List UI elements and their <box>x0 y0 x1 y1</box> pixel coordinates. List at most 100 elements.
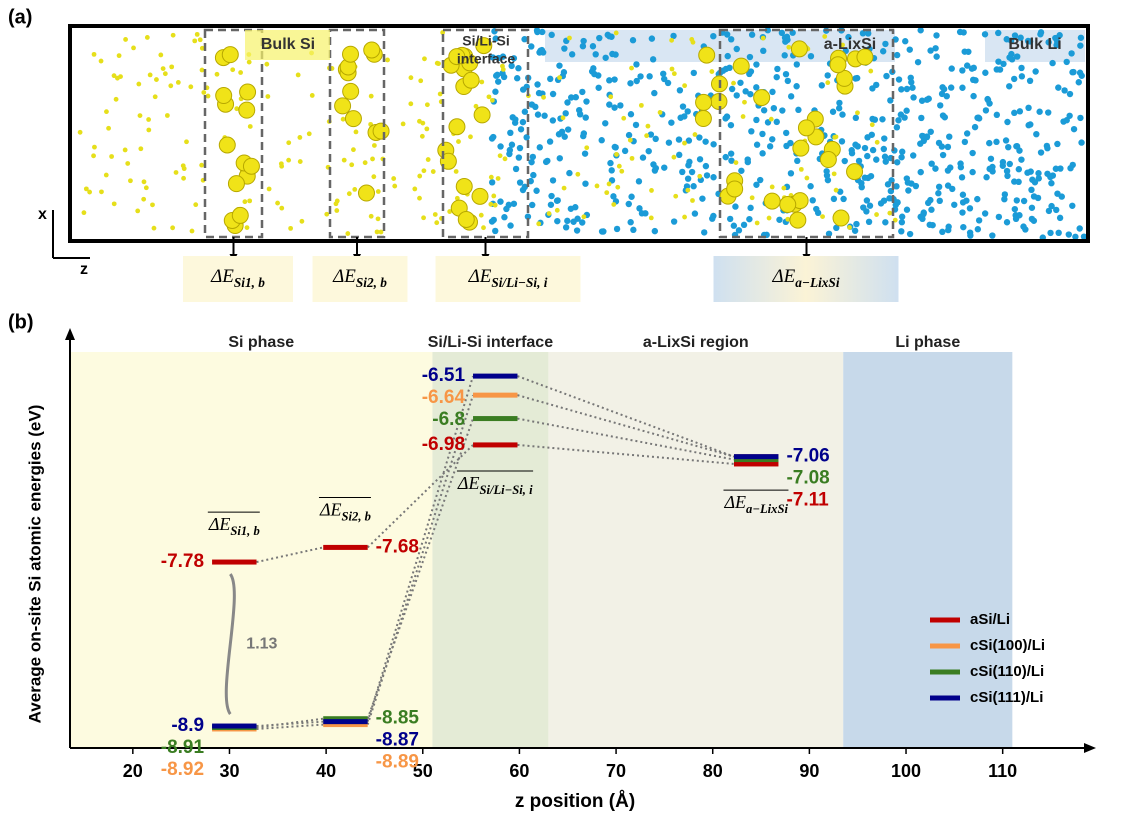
si-atom <box>874 212 879 217</box>
li-atom <box>535 111 541 117</box>
value-label: -7.08 <box>786 468 829 489</box>
si-atom <box>376 189 381 194</box>
li-atom <box>975 115 981 121</box>
li-atom <box>753 61 759 67</box>
li-atom <box>945 182 951 188</box>
li-atom <box>894 52 900 58</box>
li-atom <box>550 117 556 123</box>
si-atom <box>420 134 425 139</box>
si-atom <box>112 73 117 78</box>
li-atom <box>964 130 970 136</box>
si-atom <box>868 69 873 74</box>
energy-level <box>323 719 367 724</box>
si-atom <box>422 56 427 61</box>
li-atom <box>676 152 682 158</box>
si-atom <box>820 214 825 219</box>
li-atom <box>622 148 628 154</box>
li-atom <box>728 36 734 42</box>
si-atom <box>584 145 589 150</box>
si-atom <box>354 129 359 134</box>
li-atom <box>788 170 794 176</box>
li-atom <box>681 113 687 119</box>
li-atom <box>492 89 498 95</box>
li-atom <box>769 89 775 95</box>
si-atom <box>265 94 270 99</box>
si-atom <box>536 221 541 226</box>
si-atom <box>369 214 374 219</box>
li-atom <box>668 119 674 125</box>
li-atom <box>514 75 520 81</box>
si-atom <box>493 203 498 208</box>
si-atom <box>324 212 329 217</box>
region-label: Bulk Si <box>261 36 315 53</box>
si-atom <box>433 212 438 217</box>
si-atom <box>342 158 347 163</box>
li-atom <box>1078 35 1084 41</box>
li-atom <box>974 196 980 202</box>
si-atom <box>790 212 806 228</box>
li-atom <box>530 154 536 160</box>
si-atom <box>412 187 417 192</box>
li-atom <box>946 133 952 139</box>
li-atom <box>957 29 963 35</box>
li-atom <box>630 37 636 43</box>
si-atom <box>767 216 772 221</box>
li-atom <box>741 222 747 228</box>
li-atom <box>1032 179 1038 185</box>
si-atom <box>791 41 807 57</box>
li-atom <box>1077 115 1083 121</box>
li-atom <box>932 165 938 171</box>
li-atom <box>947 164 953 170</box>
li-atom <box>962 139 968 145</box>
si-atom <box>649 188 654 193</box>
li-atom <box>928 207 934 213</box>
li-atom <box>579 89 585 95</box>
li-atom <box>607 160 613 166</box>
li-atom <box>919 98 925 104</box>
li-atom <box>533 188 539 194</box>
si-atom <box>230 67 235 72</box>
li-atom <box>994 112 1000 118</box>
li-atom <box>794 61 800 67</box>
li-atom <box>1014 197 1020 203</box>
region-label: Si phase <box>228 334 294 351</box>
li-atom <box>905 187 911 193</box>
si-atom <box>169 64 174 69</box>
li-atom <box>919 216 925 222</box>
si-atom <box>142 179 147 184</box>
si-atom <box>92 145 97 150</box>
li-atom <box>634 78 640 84</box>
li-atom <box>937 102 943 108</box>
subscript: Si1, b <box>230 524 259 538</box>
li-atom <box>852 228 858 234</box>
li-atom <box>760 48 766 54</box>
li-atom <box>1077 70 1083 76</box>
li-atom <box>1000 163 1006 169</box>
li-atom <box>880 48 886 54</box>
value-label: -7.68 <box>376 536 419 557</box>
li-atom <box>904 86 910 92</box>
li-atom <box>1003 137 1009 143</box>
energy-chart: Si phaseSi/Li-Si interfacea-LixSi region… <box>25 328 1096 812</box>
si-atom <box>297 135 302 140</box>
value-label: -8.89 <box>376 752 419 773</box>
value-label: -6.8 <box>432 409 465 430</box>
si-atom <box>138 113 143 118</box>
li-atom <box>1011 110 1017 116</box>
li-atom <box>561 45 567 51</box>
si-atom <box>820 152 836 168</box>
li-atom <box>731 223 737 229</box>
li-atom <box>885 181 891 187</box>
si-atom <box>608 94 613 99</box>
li-atom <box>1055 84 1061 90</box>
symbol: ΔE <box>210 266 234 287</box>
energy-level <box>473 442 517 447</box>
li-atom <box>1025 105 1031 111</box>
li-atom <box>926 96 932 102</box>
si-atom <box>456 178 472 194</box>
si-atom <box>352 187 357 192</box>
li-atom <box>881 135 887 141</box>
li-atom <box>1004 219 1010 225</box>
li-atom <box>528 43 534 49</box>
si-atom <box>181 176 186 181</box>
